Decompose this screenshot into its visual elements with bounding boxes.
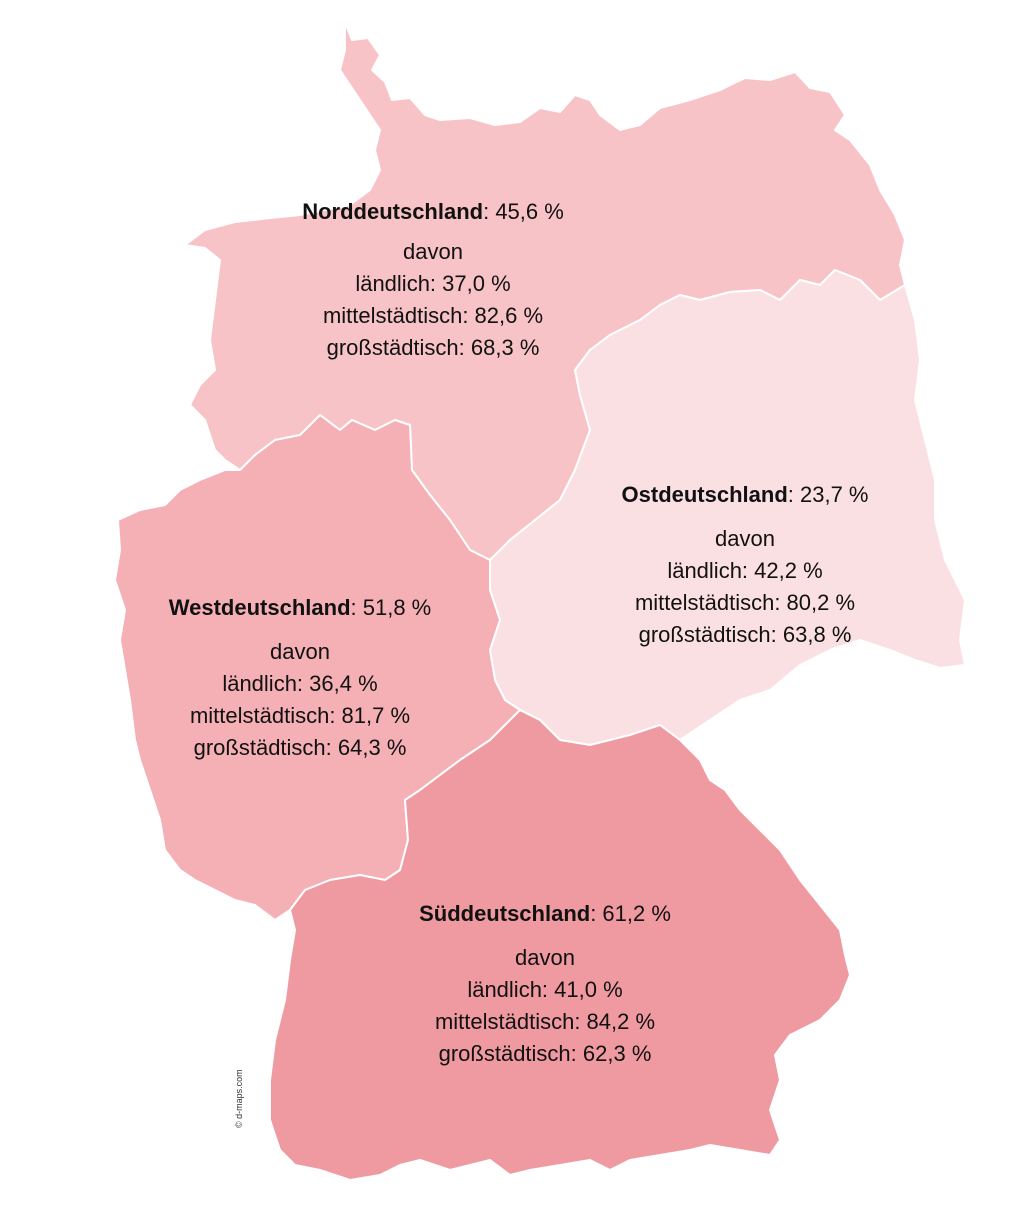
label-ost-laendlich: ländlich: 42,2 % [667,558,823,583]
label-nord-mittelstaedtisch: mittelstädtisch: 82,6 % [322,303,544,328]
label-west-mittelstaedtisch: mittelstädtisch: 81,7 % [189,703,411,728]
label-ost-grossstaedtisch: großstädtisch: 63,8 % [638,622,852,647]
label-sued-total: : 61,2 % [590,901,671,926]
label-nord-laendlich: ländlich: 37,0 % [355,271,511,296]
label-sued-mittelstaedtisch: mittelstädtisch: 84,2 % [434,1009,656,1034]
label-nord-davon: davon [403,239,463,264]
label-west-grossstaedtisch: großstädtisch: 64,3 % [193,735,407,760]
label-nord-grossstaedtisch: großstädtisch: 68,3 % [326,335,540,360]
label-sued: Süddeutschland: 61,2 % davon ländlich: 4… [365,898,725,1070]
label-west-laendlich: ländlich: 36,4 % [222,671,378,696]
label-ost: Ostdeutschland: 23,7 % davon ländlich: 4… [580,479,910,651]
label-sued-davon: davon [515,945,575,970]
label-west: Westdeutschland: 51,8 % davon ländlich: … [120,592,480,764]
map-credit: © d-maps.com [234,1069,244,1128]
label-west-head: Westdeutschland: 51,8 % [120,592,480,624]
label-ost-head: Ostdeutschland: 23,7 % [580,479,910,511]
region-sued-shape [269,709,851,1181]
label-west-davon: davon [270,639,330,664]
label-ost-davon: davon [715,526,775,551]
label-nord-head: Norddeutschland: 45,6 % [262,196,604,228]
label-west-total: : 51,8 % [350,595,432,620]
label-west-name: Westdeutschland [168,595,351,620]
label-sued-name: Süddeutschland [419,901,591,926]
label-nord: Norddeutschland: 45,6 % davon ländlich: … [262,196,604,364]
label-ost-total: : 23,7 % [787,482,869,507]
label-nord-total: : 45,6 % [483,199,564,224]
label-sued-laendlich: ländlich: 41,0 % [467,977,623,1002]
label-sued-grossstaedtisch: großstädtisch: 62,3 % [438,1041,652,1066]
label-nord-name: Norddeutschland [302,199,484,224]
label-sued-head: Süddeutschland: 61,2 % [365,898,725,930]
label-ost-mittelstaedtisch: mittelstädtisch: 80,2 % [634,590,856,615]
label-ost-name: Ostdeutschland [621,482,788,507]
